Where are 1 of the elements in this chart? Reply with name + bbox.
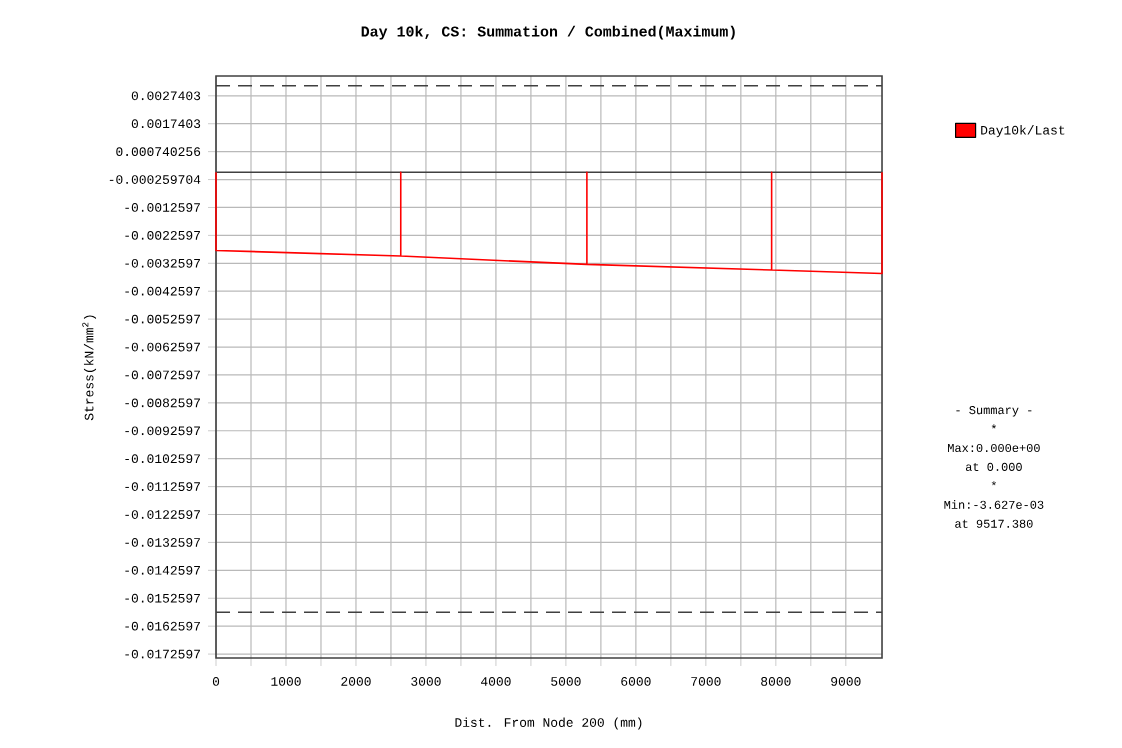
line-series (215, 171, 883, 275)
